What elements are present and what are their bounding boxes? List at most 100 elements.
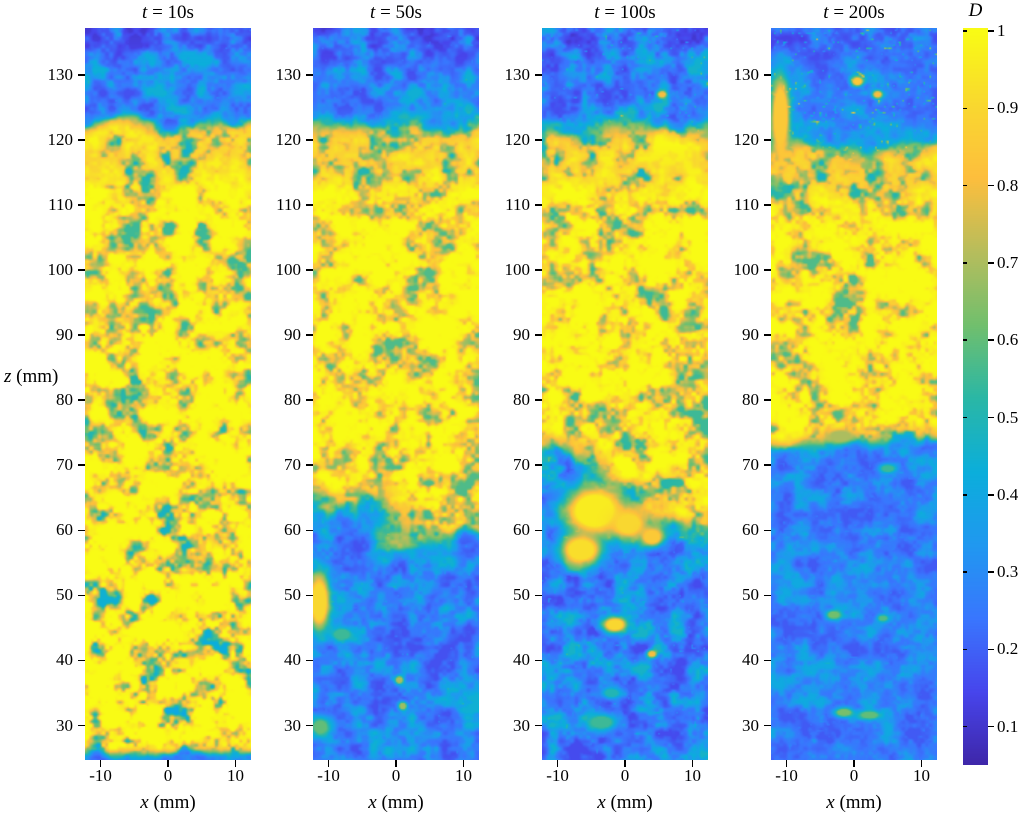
colorbar-gradient: [963, 28, 988, 765]
colorbar-tick-label: 0.7: [997, 252, 1019, 272]
x-tick-mark: [395, 760, 397, 767]
y-tick-mark: [78, 139, 85, 141]
colorbar-tick-mark-left: [963, 416, 967, 419]
x-tick-mark: [853, 760, 855, 767]
panel-title-text: = 50s: [375, 2, 422, 23]
y-tick-label: 100: [275, 260, 302, 280]
x-tick-label: 10: [454, 766, 472, 785]
colorbar-tick-mark-left: [963, 571, 967, 573]
colorbar-tick-mark-left: [963, 262, 967, 264]
y-tick-label: 80: [513, 390, 530, 410]
x-tick-label: -10: [89, 766, 112, 785]
y-tick-mark: [78, 334, 85, 336]
y-tick-mark: [306, 594, 313, 597]
y-tick-label: 130: [504, 64, 531, 84]
y-tick-label: 30: [56, 715, 73, 735]
heatmap-canvas-t100s: [542, 28, 708, 760]
y-tick-mark: [78, 594, 85, 597]
panel-title-var: t: [142, 2, 148, 23]
x-tick-mark: [327, 760, 330, 767]
y-tick-mark: [306, 269, 313, 271]
y-tick-mark: [306, 399, 313, 401]
y-tick-label: 90: [742, 325, 759, 345]
y-tick-mark: [764, 659, 771, 662]
y-tick-mark: [78, 399, 85, 401]
y-tick-label: 90: [56, 325, 73, 345]
colorbar-tick-mark: [988, 107, 994, 110]
colorbar-tick-mark: [988, 494, 994, 496]
y-tick-label: 110: [505, 194, 530, 214]
y-tick-mark: [306, 464, 313, 466]
y-tick-label: 50: [284, 585, 301, 605]
x-tick-mark: [99, 760, 102, 767]
x-tick-label: 0: [620, 766, 630, 785]
y-tick-mark: [78, 269, 85, 271]
heatmap-canvas-t50s: [313, 28, 479, 760]
y-tick-mark: [535, 139, 542, 141]
x-axis-label-unit: (mm): [376, 792, 424, 813]
x-axis-label-var: x: [140, 792, 149, 813]
y-tick-label: 110: [734, 194, 759, 214]
x-axis-label-var: x: [597, 792, 606, 813]
x-axis-label: x (mm): [542, 792, 708, 814]
x-tick-mark: [624, 760, 626, 767]
heatmap-panel-t10s: t = 10s 30 40 50 60 70 80 90 100 110 120 130 -10 0 10 x…: [48, 2, 251, 813]
x-tick-label: 0: [163, 766, 173, 785]
panel-title-text: = 10s: [147, 2, 194, 23]
y-tick-label: 60: [513, 520, 530, 540]
y-tick-mark: [535, 464, 542, 466]
colorbar-tick-mark: [988, 30, 994, 32]
y-tick-label: 50: [56, 585, 73, 605]
z-axis-label: z (mm): [4, 366, 58, 388]
y-tick-label: 90: [284, 325, 301, 345]
colorbar-tick-mark-left: [963, 648, 967, 651]
colorbar-tick-label: 0.6: [997, 330, 1019, 350]
y-tick-label: 80: [284, 390, 301, 410]
y-tick-mark: [535, 334, 542, 336]
x-tick-label: 10: [912, 766, 930, 785]
colorbar-tick-mark: [988, 184, 994, 187]
y-tick-label: 120: [275, 129, 302, 149]
y-tick-label: 50: [742, 585, 759, 605]
x-tick-label: 0: [849, 766, 859, 785]
y-tick-label: 60: [56, 520, 73, 540]
colorbar-tick-mark-left: [963, 339, 967, 341]
y-tick-mark: [764, 724, 771, 727]
y-tick-label: 70: [513, 455, 530, 475]
y-tick-label: 120: [733, 129, 760, 149]
colorbar-tick-label: 0.3: [997, 562, 1019, 582]
x-tick-label: -10: [775, 766, 798, 785]
colorbar-tick-label: 0.2: [997, 639, 1019, 659]
colorbar-tick-label: 0.8: [997, 175, 1019, 195]
y-tick-mark: [306, 74, 313, 76]
y-tick-mark: [764, 74, 771, 76]
colorbar-tick-mark: [988, 725, 994, 728]
y-tick-mark: [535, 399, 542, 401]
panel-title-t200s: t = 200s: [751, 2, 957, 24]
x-tick-mark: [462, 760, 465, 767]
y-tick-label: 40: [56, 650, 73, 670]
y-tick-mark: [535, 74, 542, 76]
x-tick-mark: [920, 760, 923, 767]
x-tick-mark: [234, 760, 237, 767]
y-tick-label: 40: [742, 650, 759, 670]
x-tick-mark: [785, 760, 788, 767]
colorbar: 1 0.9 0.8 0.7 0.6 0.5 0.4 0.3 0.2 0.1: [963, 21, 1018, 765]
colorbar-tick-mark: [988, 571, 994, 573]
y-tick-label: 110: [276, 194, 301, 214]
x-axis-label-unit: (mm): [148, 792, 196, 813]
y-tick-label: 50: [513, 585, 530, 605]
y-tick-mark: [78, 74, 85, 76]
colorbar-tick-label: 0.1: [997, 716, 1019, 736]
x-axis-label: x (mm): [771, 792, 937, 814]
y-tick-mark: [306, 334, 313, 336]
x-axis-label: x (mm): [85, 792, 251, 814]
y-tick-label: 60: [284, 520, 301, 540]
y-tick-label: 30: [284, 715, 301, 735]
colorbar-tick-label: 0.5: [997, 407, 1019, 427]
y-tick-mark: [78, 724, 85, 727]
x-axis-label-unit: (mm): [834, 792, 882, 813]
y-tick-mark: [764, 529, 771, 532]
y-tick-mark: [535, 724, 542, 727]
colorbar-tick-label: 1: [997, 21, 1006, 40]
